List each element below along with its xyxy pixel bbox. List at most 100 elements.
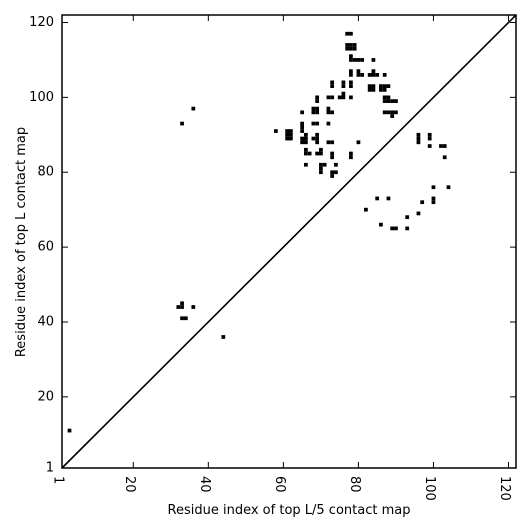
contact-point xyxy=(285,136,289,141)
contact-point xyxy=(330,170,335,175)
plot-frame xyxy=(61,14,517,469)
contact-point xyxy=(375,73,380,77)
contact-point xyxy=(349,155,353,160)
contact-point xyxy=(349,43,353,47)
marker-layer xyxy=(67,31,451,433)
contact-point xyxy=(315,136,320,141)
contact-point xyxy=(289,136,293,141)
contact-point xyxy=(416,132,421,137)
contact-point xyxy=(300,129,305,133)
x-tick-label: 60 xyxy=(272,476,287,493)
contact-point xyxy=(416,140,421,145)
contact-point xyxy=(349,73,353,77)
contact-point xyxy=(386,110,391,115)
contact-point xyxy=(311,106,316,111)
contact-point xyxy=(431,200,436,205)
contact-point xyxy=(382,99,387,103)
contact-point xyxy=(304,162,308,167)
contact-point xyxy=(330,140,335,145)
contact-point xyxy=(289,132,293,137)
contact-point xyxy=(390,99,395,103)
x-tick-label: 100 xyxy=(422,476,437,501)
contact-point xyxy=(304,147,308,152)
contact-point xyxy=(180,305,184,309)
y-tick-label: 40 xyxy=(37,314,54,329)
x-tick-label: 20 xyxy=(122,476,137,493)
contact-point xyxy=(311,121,316,126)
contact-point xyxy=(285,129,289,133)
contact-point xyxy=(180,316,184,321)
contact-point xyxy=(371,88,376,92)
contact-point xyxy=(379,84,383,89)
y-tick-label: 60 xyxy=(37,240,54,255)
contact-point xyxy=(367,84,372,89)
y-tick-label: 20 xyxy=(37,389,54,404)
contact-point xyxy=(431,185,436,190)
contact-point xyxy=(420,200,425,205)
contact-point xyxy=(315,110,320,115)
contact-point xyxy=(67,428,72,433)
contact-point xyxy=(349,80,353,85)
x-axis: 1 20 40 60 80 100 120 xyxy=(51,15,512,501)
contact-point xyxy=(382,84,387,89)
contact-point xyxy=(315,132,320,137)
contact-point xyxy=(356,140,361,145)
contact-point xyxy=(352,58,357,62)
contact-point xyxy=(390,226,395,231)
contact-point xyxy=(416,211,421,216)
contact-point xyxy=(375,196,380,201)
contact-point xyxy=(330,95,335,100)
contact-point xyxy=(326,95,331,100)
contact-point xyxy=(330,174,335,178)
contact-point xyxy=(300,125,305,130)
contact-point xyxy=(180,301,184,306)
contact-point xyxy=(345,46,350,51)
contact-point xyxy=(394,99,398,103)
contact-point xyxy=(390,110,395,115)
contact-point xyxy=(427,144,432,148)
contact-point xyxy=(382,88,387,92)
diagonal-line xyxy=(61,14,517,469)
contact-point xyxy=(379,222,383,227)
contact-point xyxy=(176,305,181,309)
contact-point xyxy=(304,140,308,145)
x-axis-label: Residue index of top L/5 contact map xyxy=(168,503,411,518)
contact-point xyxy=(360,58,365,62)
contact-point xyxy=(349,54,353,59)
contact-point xyxy=(319,151,323,156)
contact-point xyxy=(394,110,398,115)
contact-point xyxy=(315,121,320,126)
contact-point xyxy=(371,84,376,89)
contact-point xyxy=(183,316,188,321)
contact-point xyxy=(326,140,331,145)
contact-point xyxy=(356,73,361,77)
contact-point xyxy=(273,129,278,133)
contact-point xyxy=(349,46,353,51)
contact-point xyxy=(330,151,335,156)
contact-point xyxy=(300,110,305,115)
contact-point xyxy=(382,73,387,77)
contact-point xyxy=(330,110,335,115)
contact-point xyxy=(371,73,376,77)
x-tick-label: 80 xyxy=(347,476,362,493)
contact-point xyxy=(386,95,391,100)
contact-point xyxy=(319,147,323,152)
contact-point xyxy=(349,31,353,36)
contact-point xyxy=(364,207,368,212)
contact-point xyxy=(427,132,432,137)
contact-point xyxy=(349,84,353,89)
contact-point xyxy=(334,170,338,175)
contact-point xyxy=(446,185,451,190)
contact-point xyxy=(311,110,316,115)
contact-point xyxy=(334,162,338,167)
contact-point xyxy=(300,140,305,145)
contact-point xyxy=(322,162,327,167)
contact-point xyxy=(319,162,323,167)
contact-point xyxy=(371,58,376,62)
contact-point xyxy=(304,136,308,141)
contact-point xyxy=(326,121,331,126)
contact-point xyxy=(311,136,316,141)
contact-point xyxy=(221,335,226,339)
contact-point xyxy=(367,73,372,77)
contact-point xyxy=(349,151,353,156)
